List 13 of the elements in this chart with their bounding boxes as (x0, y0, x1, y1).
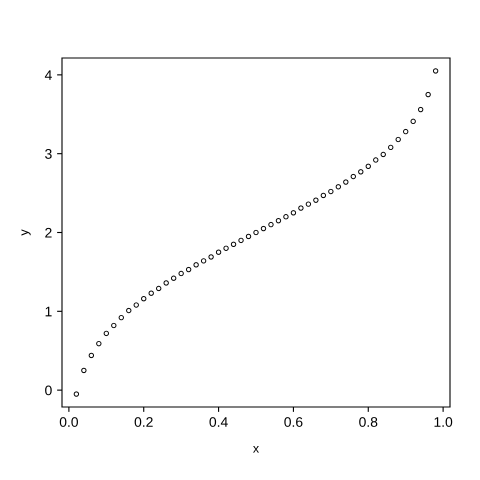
x-tick-label: 0.8 (359, 417, 378, 427)
x-axis-title: x (253, 446, 259, 453)
y-tick-label: 1 (46, 306, 52, 316)
y-tick-label: 3 (45, 149, 52, 159)
y-tick-label: 2 (45, 228, 52, 238)
y-axis-title: y (21, 229, 31, 236)
x-tick-label: 0.0 (60, 417, 78, 427)
x-tick-label: 0.2 (134, 417, 153, 427)
x-tick-label: 0.6 (284, 417, 302, 427)
y-tick-label: 0 (45, 385, 52, 396)
x-tick-label: 0.4 (209, 417, 228, 427)
y-tick-label: 4 (44, 70, 52, 80)
x-tick-label: 1.0 (434, 417, 452, 427)
